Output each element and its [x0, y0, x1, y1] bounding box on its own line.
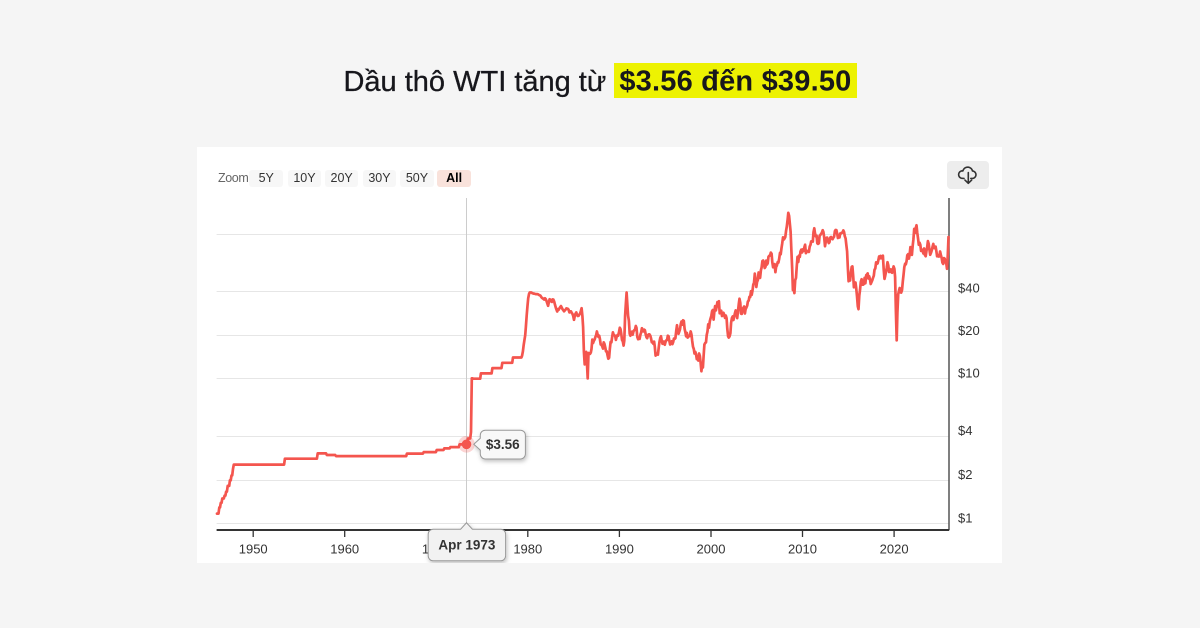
- svg-text:$10: $10: [958, 366, 980, 381]
- svg-text:1990: 1990: [605, 542, 634, 557]
- svg-text:$2: $2: [958, 467, 972, 482]
- svg-text:$40: $40: [958, 280, 980, 295]
- svg-text:$20: $20: [958, 323, 980, 338]
- svg-text:$1: $1: [958, 510, 972, 525]
- svg-text:2000: 2000: [697, 542, 726, 557]
- svg-text:2020: 2020: [880, 542, 909, 557]
- svg-text:$4: $4: [958, 423, 972, 438]
- svg-text:1960: 1960: [330, 542, 359, 557]
- svg-text:$3.56: $3.56: [486, 437, 520, 452]
- svg-text:2010: 2010: [788, 542, 817, 557]
- svg-text:1950: 1950: [239, 542, 268, 557]
- svg-text:Apr 1973: Apr 1973: [438, 538, 496, 553]
- svg-text:1980: 1980: [513, 542, 542, 557]
